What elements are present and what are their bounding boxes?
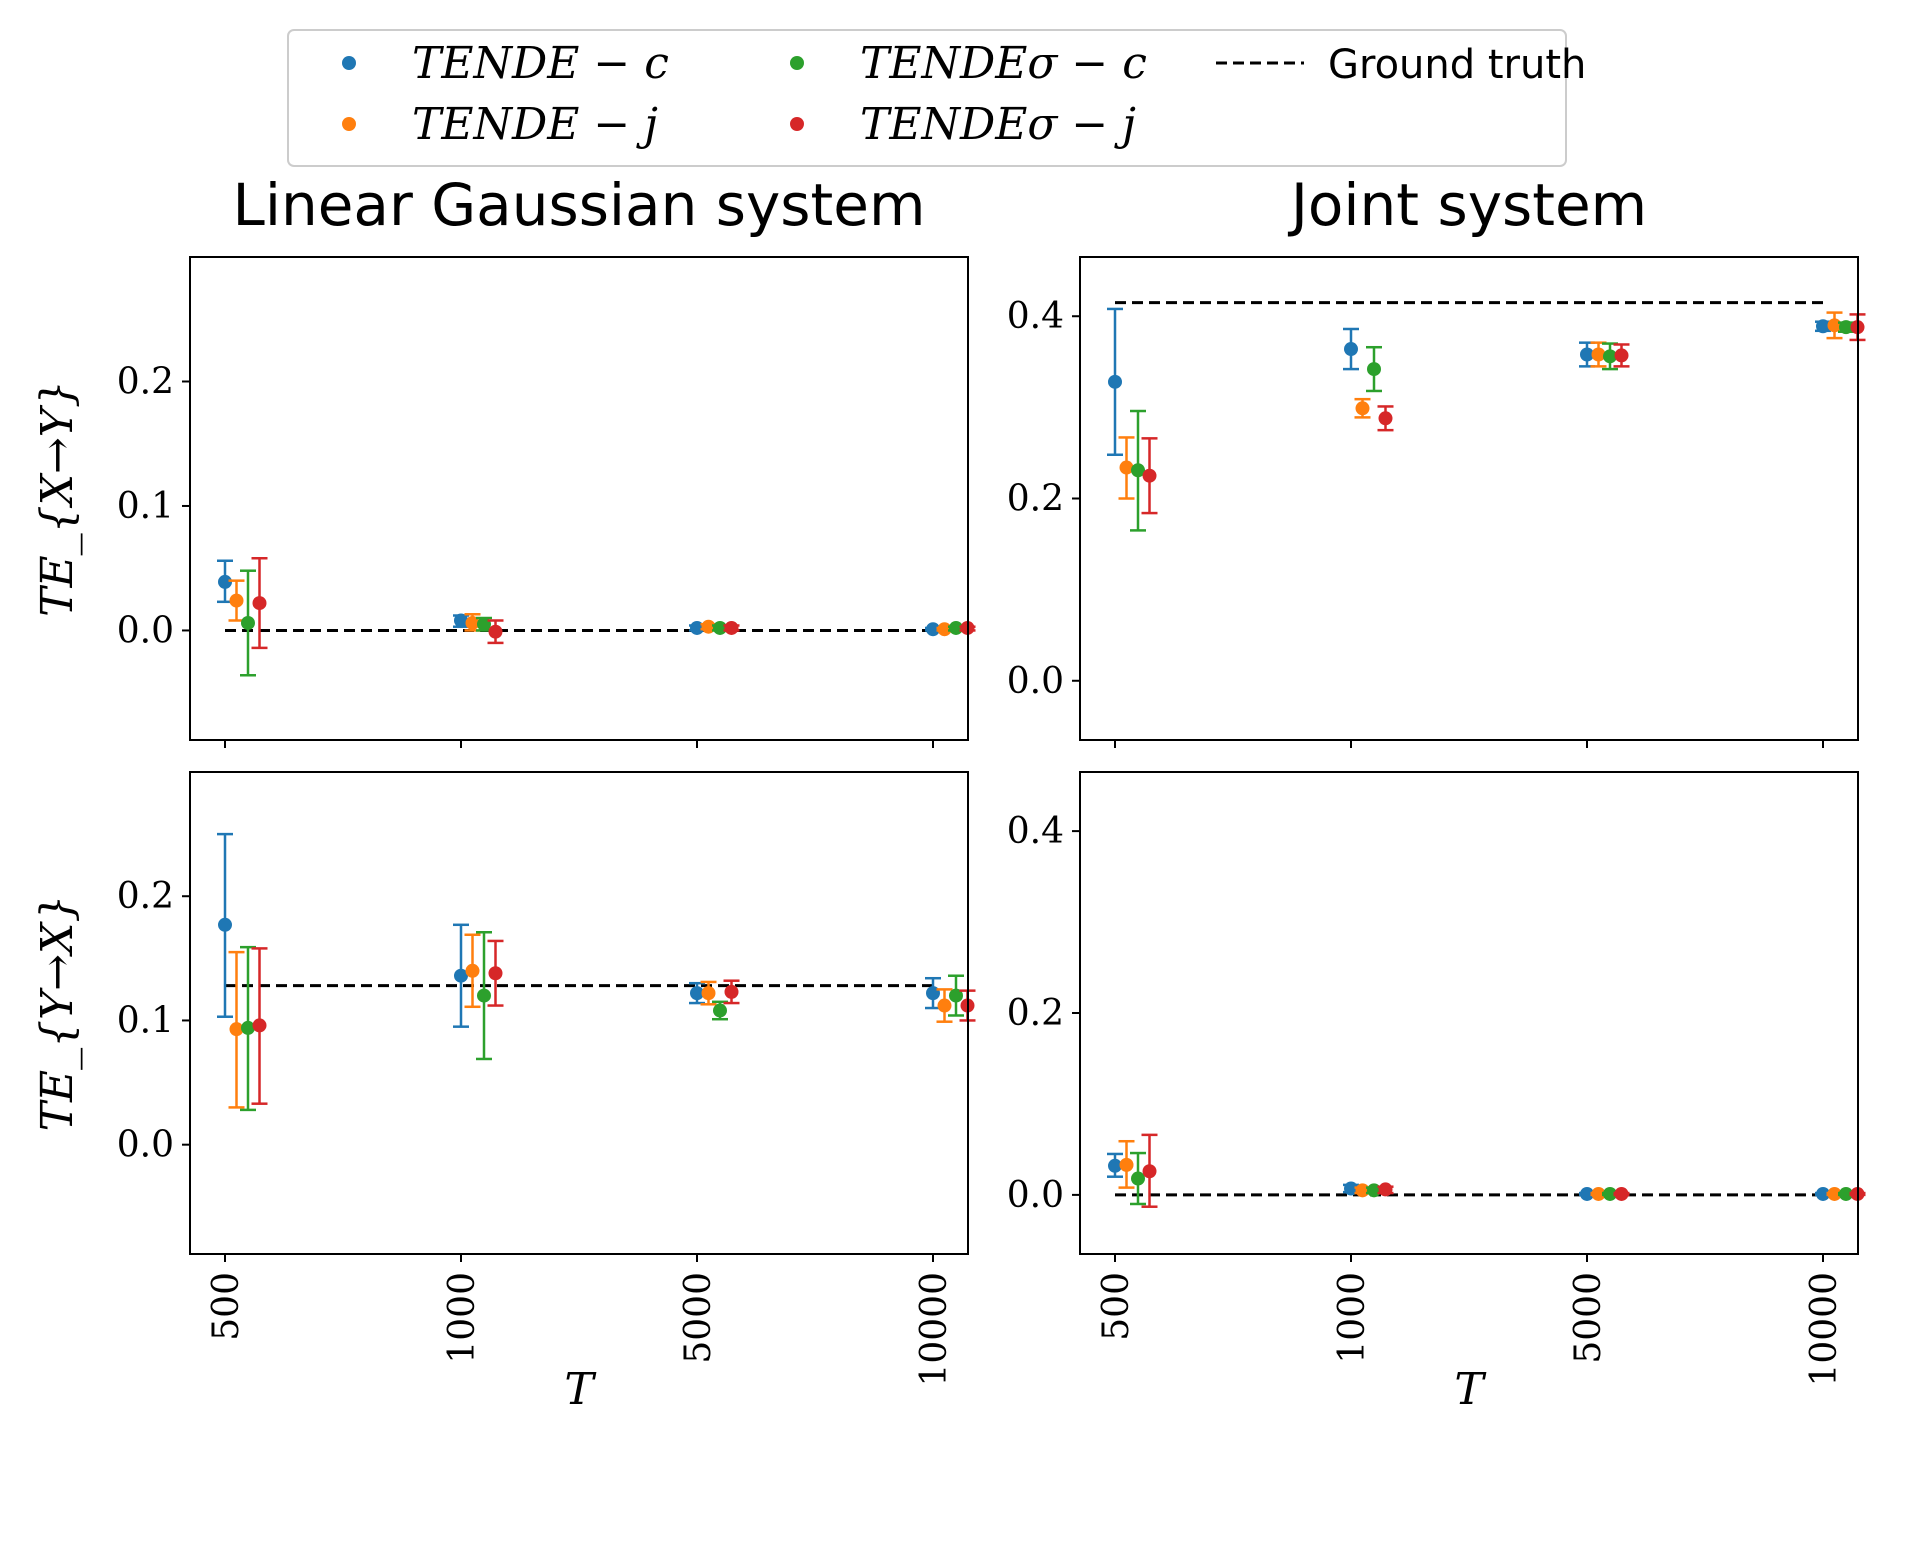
data-point-tende-sigma-c [241, 615, 255, 630]
data-point-tende-sigma-c [949, 988, 963, 1003]
legend-label-tende-sigma-j: TENDEσ − j [860, 99, 1136, 150]
data-point-tende-sigma-j [724, 620, 739, 635]
data-point-tende-c [454, 613, 468, 628]
y-tick-label: 0.4 [1007, 296, 1064, 337]
y-tick-label: 0.2 [1007, 479, 1064, 520]
data-point-tende-sigma-c [1131, 1171, 1145, 1186]
y-tick-label: 0.0 [1007, 1175, 1064, 1216]
y-tick-label: 0.1 [117, 486, 174, 527]
legend-marker-tende-sigma-c [790, 56, 804, 70]
panel-joint-yx: 0.0 0.2 0.4 500 1000 5000 10000 T [1007, 771, 1866, 1415]
y-axis-label: TE_{X→Y} [32, 380, 83, 617]
data-point-tende-sigma-j [1378, 411, 1393, 426]
data-point-tende-c [1816, 319, 1830, 334]
plot-frame [189, 256, 969, 741]
data-point-tende-j [1591, 1186, 1606, 1201]
data-point-tende-j [1355, 401, 1370, 416]
data-point-tende-j [1827, 1186, 1842, 1201]
data-point-tende-c [690, 986, 704, 1001]
data-point-tende-sigma-c [1131, 463, 1145, 478]
data-point-tende-c [218, 917, 232, 932]
data-point-tende-sigma-j [1142, 468, 1157, 483]
data-point-tende-j [1119, 460, 1134, 475]
data-point-tende-j [937, 998, 952, 1013]
data-point-tende-j [1119, 1157, 1134, 1172]
data-point-tende-j [701, 986, 716, 1001]
data-point-tende-sigma-j [252, 1018, 267, 1033]
panel-joint-xy: Joint system 0.0 0.2 0.4 [1007, 171, 1866, 748]
legend: TENDE − c TENDE − j TENDEσ − c TENDEσ − … [287, 29, 1586, 167]
data-point-tende-sigma-j [488, 966, 503, 981]
y-tick-label: 0.2 [117, 361, 174, 402]
x-tick-label: 10000 [914, 1272, 955, 1387]
data-point-tende-sigma-c [1839, 1186, 1853, 1201]
x-tick-label: 500 [1096, 1272, 1137, 1341]
data-point-tende-sigma-j [1614, 1186, 1629, 1201]
data-point-tende-sigma-c [1603, 1186, 1617, 1201]
legend-label-ground-truth: Ground truth [1328, 42, 1586, 88]
panel-linear-yx: TE_{Y→X} 0.0 0.1 0.2 500 1000 5000 10000 T [32, 771, 976, 1415]
data-point-tende-sigma-c [1839, 320, 1853, 335]
x-tick-label: 1000 [1332, 1272, 1373, 1364]
x-tick-label: 1000 [442, 1272, 483, 1364]
legend-label-tende-j: TENDE − j [412, 99, 658, 150]
data-point-tende-sigma-j [252, 596, 267, 611]
data-point-tende-c [218, 574, 232, 589]
data-point-tende-c [454, 968, 468, 983]
legend-label-tende-sigma-c: TENDEσ − c [860, 38, 1147, 89]
data-point-tende-j [1591, 347, 1606, 362]
data-point-tende-sigma-j [1378, 1182, 1393, 1197]
data-point-tende-sigma-c [477, 988, 491, 1003]
legend-label-tende-c: TENDE − c [412, 38, 669, 89]
data-point-tende-j [229, 593, 244, 608]
y-tick-label: 0.0 [117, 1125, 174, 1166]
plot-frame [1079, 256, 1859, 741]
x-tick-label: 5000 [678, 1272, 719, 1364]
data-point-tende-sigma-c [713, 1003, 727, 1018]
data-point-tende-j [465, 963, 480, 978]
y-axis-label: TE_{Y→X} [32, 895, 83, 1132]
y-tick-label: 0.0 [1007, 661, 1064, 702]
plot-frame [189, 771, 969, 1255]
data-point-tende-sigma-j [1142, 1164, 1157, 1179]
panel-title: Joint system [1288, 171, 1647, 239]
plot-frame [1079, 771, 1859, 1255]
data-point-tende-c [1108, 374, 1122, 389]
data-point-tende-sigma-j [724, 984, 739, 999]
data-point-tende-j [465, 615, 480, 630]
x-tick-label: 5000 [1568, 1272, 1609, 1364]
y-tick-label: 0.2 [117, 876, 174, 917]
data-point-tende-c [1108, 1158, 1122, 1173]
y-tick-label: 0.1 [117, 1000, 174, 1041]
data-point-tende-c [1816, 1186, 1830, 1201]
x-axis-label: T [564, 1364, 597, 1415]
data-point-tende-sigma-c [1367, 362, 1381, 377]
data-point-tende-sigma-j [488, 624, 503, 639]
panel-title: Linear Gaussian system [233, 171, 926, 239]
x-tick-label: 10000 [1804, 1272, 1845, 1387]
data-point-tende-sigma-j [1614, 348, 1629, 363]
data-point-tende-sigma-c [241, 1020, 255, 1035]
y-tick-label: 0.4 [1007, 811, 1064, 852]
y-tick-label: 0.2 [1007, 993, 1064, 1034]
data-point-tende-c [1580, 1186, 1594, 1201]
data-point-tende-c [926, 622, 940, 637]
data-point-tende-c [1580, 347, 1594, 362]
legend-marker-tende-j [342, 117, 356, 131]
data-point-tende-sigma-c [1603, 349, 1617, 364]
y-tick-label: 0.0 [117, 610, 174, 651]
data-point-tende-c [1344, 342, 1358, 357]
panel-linear-xy: Linear Gaussian system TE_{X→Y} 0.0 0.1 0.2 [32, 171, 976, 748]
legend-marker-tende-c [342, 56, 356, 70]
legend-frame [287, 29, 1567, 167]
x-tick-label: 500 [206, 1272, 247, 1341]
data-point-tende-j [229, 1022, 244, 1037]
x-axis-label: T [1454, 1364, 1487, 1415]
legend-marker-tende-sigma-j [790, 117, 804, 131]
